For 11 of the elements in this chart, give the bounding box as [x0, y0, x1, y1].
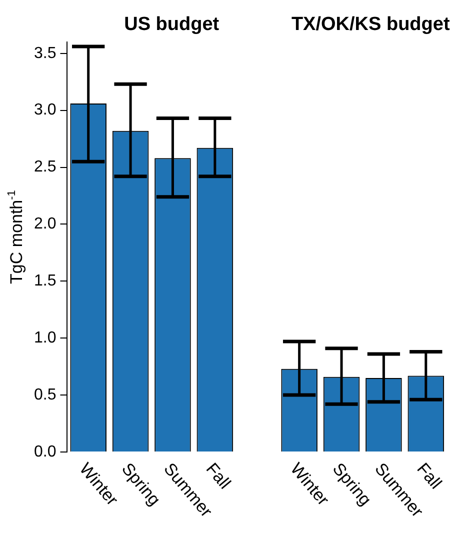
y-tick-label: 3.0	[34, 102, 56, 119]
y-tick-label: 2.5	[34, 158, 56, 176]
y-tick-label: 0.0	[34, 443, 56, 460]
y-tick-label: 0.5	[34, 386, 56, 404]
y-tick-label: 1.5	[34, 272, 56, 290]
chart-title: US budget	[124, 14, 220, 35]
y-tick-label: 2.0	[34, 216, 56, 233]
y-tick-label: 1.0	[34, 330, 56, 347]
y-axis-title: TgC month-1	[6, 190, 26, 284]
y-tick-label: 3.5	[34, 44, 56, 62]
text: TX/OK/KS budget	[291, 14, 450, 35]
